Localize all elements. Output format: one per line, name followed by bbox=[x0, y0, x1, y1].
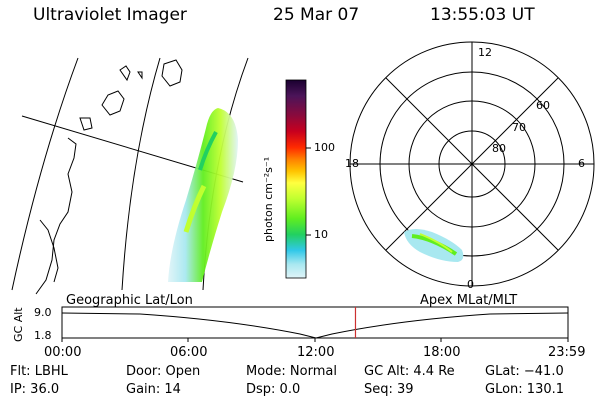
mlt-label-12: 12 bbox=[478, 46, 492, 59]
timeline-y-bottom: 1.8 bbox=[34, 329, 52, 342]
status-seq: Seq: 39 bbox=[364, 382, 414, 397]
timeline-left-title: Geographic Lat/Lon bbox=[66, 293, 193, 308]
lat-label-60: 60 bbox=[536, 99, 550, 112]
date-label: 25 Mar 07 bbox=[273, 5, 360, 25]
instrument-title: Ultraviolet Imager bbox=[33, 5, 187, 25]
colorbar-tick-10: 10 bbox=[314, 228, 328, 241]
timeline-right-title: Apex MLat/MLT bbox=[420, 293, 518, 308]
time-label: 13:55:03 UT bbox=[430, 5, 535, 25]
timeline-tick-4: 23:59 bbox=[548, 345, 586, 360]
timeline-tick-1: 06:00 bbox=[170, 345, 208, 360]
timeline-tick-2: 12:00 bbox=[297, 345, 335, 360]
timeline-tick-3: 18:00 bbox=[423, 345, 461, 360]
lat-label-70: 70 bbox=[512, 121, 526, 134]
status-door: Door: Open bbox=[126, 364, 201, 379]
status-mode: Mode: Normal bbox=[246, 364, 337, 379]
timeline-tick-0: 00:00 bbox=[44, 345, 82, 360]
colorbar-tick-100: 100 bbox=[314, 141, 335, 154]
mlt-label-18: 18 bbox=[345, 157, 359, 170]
mlt-label-6: 6 bbox=[578, 157, 585, 170]
status-flt: Flt: LBHL bbox=[10, 364, 68, 379]
mlt-label-0: 0 bbox=[467, 278, 474, 291]
status-gc-alt: GC Alt: 4.4 Re bbox=[364, 364, 455, 379]
status-ip: IP: 36.0 bbox=[10, 382, 60, 397]
status-gain: Gain: 14 bbox=[126, 382, 181, 397]
status-glon: GLon: 130.1 bbox=[485, 382, 565, 397]
lat-label-80: 80 bbox=[492, 142, 506, 155]
status-glat: GLat: −41.0 bbox=[485, 364, 564, 379]
status-dsp: Dsp: 0.0 bbox=[246, 382, 301, 397]
timeline-y-top: 9.0 bbox=[34, 306, 52, 319]
